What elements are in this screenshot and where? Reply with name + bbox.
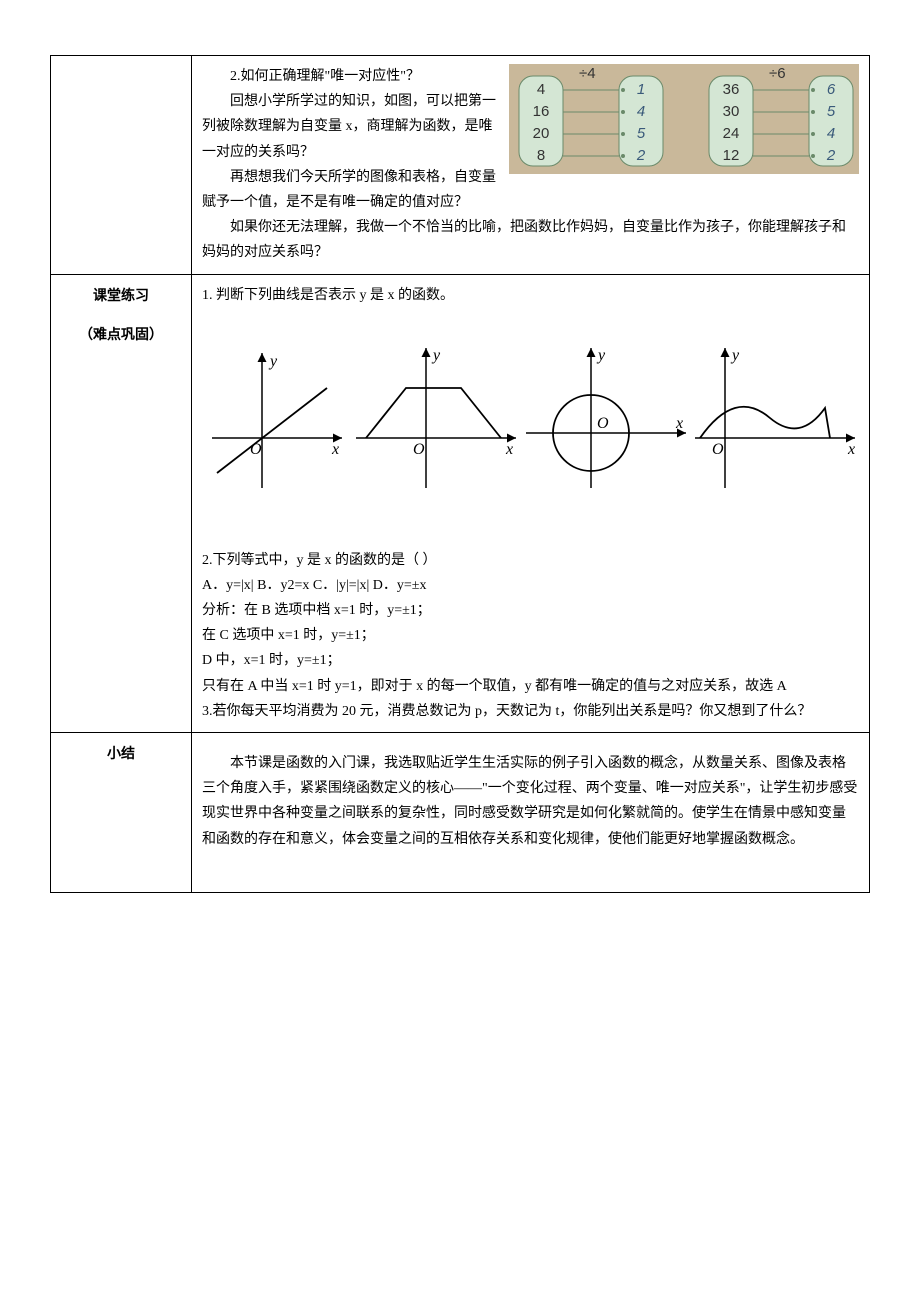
svg-text:÷4: ÷4 — [579, 65, 596, 82]
svg-text:16: 16 — [533, 103, 550, 120]
svg-text:y: y — [431, 347, 441, 364]
svg-text:4: 4 — [537, 81, 545, 98]
graphs-row: y x O y x O — [202, 338, 859, 498]
svg-text:8: 8 — [537, 147, 545, 164]
graph-line: y x O — [202, 338, 351, 498]
svg-text:x: x — [331, 441, 339, 458]
row1-label — [51, 56, 192, 275]
row2-q1: 1. 判断下列曲线是否表示 y 是 x 的函数。 — [202, 283, 859, 308]
svg-text:20: 20 — [533, 125, 550, 142]
svg-text:÷6: ÷6 — [769, 65, 786, 82]
row2-content: 1. 判断下列曲线是否表示 y 是 x 的函数。 y x O — [192, 274, 870, 733]
svg-text:6: 6 — [827, 81, 836, 98]
row2-label-line2: （难点巩固） — [61, 322, 181, 347]
svg-text:30: 30 — [723, 103, 740, 120]
row1-p3: 如果你还无法理解，我做一个不恰当的比喻，把函数比作妈妈，自变量比作为孩子，你能理… — [202, 215, 859, 265]
row2-q2-a2: 在 C 选项中 x=1 时，y=±1； — [202, 623, 859, 648]
svg-text:O: O — [712, 441, 724, 458]
row2-label: 课堂练习 （难点巩固） — [51, 274, 192, 733]
svg-text:2: 2 — [636, 147, 646, 164]
svg-text:4: 4 — [827, 125, 835, 142]
svg-text:O: O — [413, 441, 425, 458]
graph-trapezoid: y x O — [351, 338, 520, 498]
svg-text:12: 12 — [723, 147, 740, 164]
row2-q2-a4: 只有在 A 中当 x=1 时 y=1，即对于 x 的每一个取值，y 都有唯一确定… — [202, 674, 859, 699]
row3-text: 本节课是函数的入门课，我选取贴近学生生活实际的例子引入函数的概念，从数量关系、图… — [202, 751, 859, 852]
row2-label-line1: 课堂练习 — [61, 283, 181, 308]
row1-content: ÷4 416208 1452 ÷6 36302412 6542 2.如何正确理解… — [192, 56, 870, 275]
row3-content: 本节课是函数的入门课，我选取贴近学生生活实际的例子引入函数的概念，从数量关系、图… — [192, 733, 870, 893]
svg-text:O: O — [597, 415, 609, 432]
row2-q2-stem: 2.下列等式中，y 是 x 的函数的是（ ） — [202, 548, 859, 573]
row2-q3: 3.若你每天平均消费为 20 元，消费总数记为 p，天数记为 t，你能列出关系是… — [202, 699, 859, 724]
row3-label: 小结 — [51, 733, 192, 893]
graph-wave: y x O — [690, 338, 859, 498]
row2-q2-a1: 分析：在 B 选项中档 x=1 时，y=±1； — [202, 598, 859, 623]
svg-text:2: 2 — [826, 147, 836, 164]
lesson-table: ÷4 416208 1452 ÷6 36302412 6542 2.如何正确理解… — [50, 55, 870, 893]
svg-text:5: 5 — [637, 125, 646, 142]
svg-text:36: 36 — [723, 81, 740, 98]
svg-text:x: x — [675, 415, 683, 432]
graph-circle: y x O — [521, 338, 690, 498]
svg-text:y: y — [730, 347, 740, 364]
division-svg: ÷4 4 16 20 8 1 4 5 2 ÷6 36 30 24 12 6 5 4 2 — [509, 64, 859, 174]
row2-q2-a3: D 中，x=1 时，y=±1； — [202, 648, 859, 673]
svg-text:5: 5 — [827, 103, 836, 120]
svg-text:x: x — [505, 441, 513, 458]
svg-text:y: y — [596, 347, 606, 364]
svg-text:4: 4 — [637, 103, 645, 120]
svg-text:x: x — [847, 441, 855, 458]
division-figure: ÷4 4 16 20 8 1 4 5 2 ÷6 36 30 24 12 6 5 4 2 — [509, 64, 859, 183]
svg-text:1: 1 — [637, 81, 645, 98]
svg-text:24: 24 — [723, 125, 740, 142]
svg-text:y: y — [268, 353, 278, 370]
row2-q2-options: A．y=|x| B．y2=x C．|y|=|x| D．y=±x — [202, 573, 859, 598]
